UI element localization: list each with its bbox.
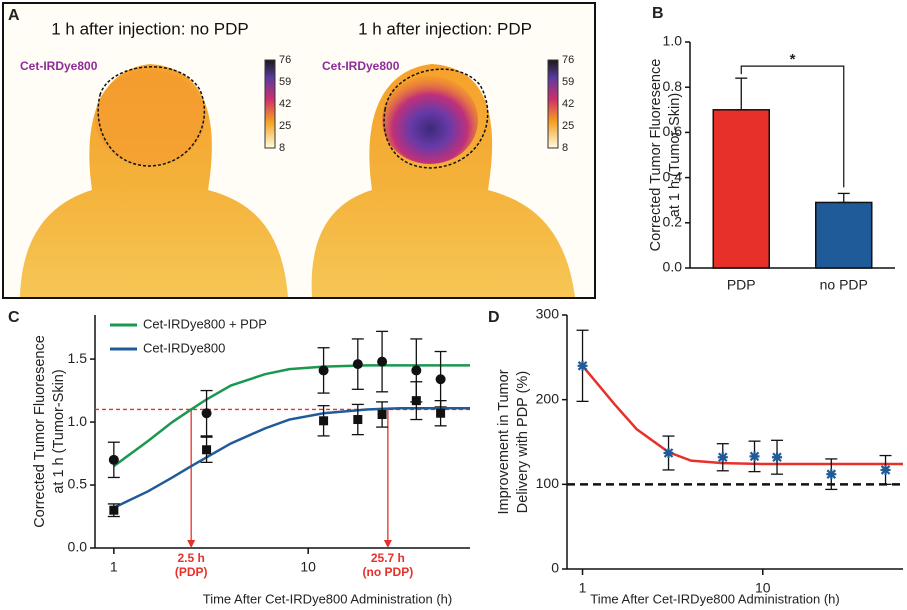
x-tick-label: 10 [755,580,771,596]
point [411,365,422,376]
point [352,359,363,370]
significance-bracket [740,65,845,188]
colorbar-tick-label: 42 [562,98,574,110]
colorbar-tick-label: 59 [279,76,291,88]
y-axis-label: at 1 h (Tumor-Skin) [667,93,683,217]
significance-label: * [790,51,796,68]
point [880,464,891,475]
point [318,365,329,376]
point [435,374,446,385]
arrow-head [383,540,392,548]
colorbar-tick-label: 8 [279,142,285,154]
y-tick-label: 300 [536,306,560,322]
colorbar-tick-label: 76 [562,54,574,66]
image-title: 1 h after injection: PDP [358,19,532,38]
panel-label: C [8,309,20,326]
bar [815,201,873,269]
point [353,415,363,425]
y-tick-label: 0.0 [68,539,88,555]
x-tick-label: PDP [727,277,756,293]
y-tick-label: 1.0 [68,413,88,429]
annotation-label: 25.7 h [371,551,405,565]
point [436,408,446,418]
annotation-label: (PDP) [175,565,208,579]
y-tick-label: 0.2 [663,214,683,230]
y-axis-label: Delivery with PDP (%) [515,371,531,513]
point [749,451,760,462]
point [108,454,119,465]
panel-label: A [8,7,20,24]
x-tick-label: no PDP [820,277,868,293]
colorbar-tick-label: 59 [562,76,574,88]
error-bar [837,192,850,204]
probe-label: Cet-IRDye800 [322,59,400,73]
fit-line [113,406,470,509]
point [663,448,674,459]
x-tick-label: 10 [300,559,316,575]
colorbar-tick-label: 25 [562,120,574,132]
panel-label: D [488,309,500,326]
y-tick-label: 0.4 [663,168,683,184]
legend-label: Cet-IRDye800 [143,340,225,355]
fit-line [113,364,470,468]
x-axis-label: Time After Cet-IRDye800 Administration (… [203,591,453,606]
colorbar [264,59,276,149]
point [201,408,212,419]
y-tick-label: 1.0 [663,33,683,49]
y-tick-label: 0 [551,560,559,576]
point [319,416,329,426]
annotation-label: 2.5 h [177,551,204,565]
point [577,360,588,371]
y-tick-label: 1.5 [68,350,88,366]
y-axis-label: at 1 h (Tumor-Skin) [51,369,67,493]
y-tick-label: 100 [536,475,560,491]
image-title: 1 h after injection: no PDP [51,19,249,38]
y-axis-label: Corrected Tumor Fluoresence [648,59,664,252]
colorbar-tick-label: 25 [279,120,291,132]
x-tick-label: 1 [110,559,118,575]
colorbar-tick-label: 8 [562,142,568,154]
colorbar-tick-label: 42 [279,98,291,110]
error-bar [735,77,748,111]
y-tick-label: 0.0 [663,259,683,275]
point [202,445,212,455]
point [717,452,728,463]
legend-label: Cet-IRDye800 + PDP [143,316,267,331]
bar [712,109,770,269]
probe-label: Cet-IRDye800 [20,59,98,73]
point [109,505,119,515]
colorbar [547,59,559,149]
point [377,409,387,419]
y-tick-label: 0.6 [663,123,683,139]
y-tick-label: 0.8 [663,78,683,94]
y-tick-label: 0.5 [68,476,88,492]
mouse-right [311,64,575,297]
y-axis-label: Improvement in Tumor [496,369,512,514]
point [826,469,837,480]
colorbar-tick-label: 76 [279,54,291,66]
y-tick-label: 200 [536,390,560,406]
x-tick-label: 1 [579,580,587,596]
annotation-label: (no PDP) [363,565,414,579]
mouse-left [20,64,288,297]
x-axis-label: Time After Cet-IRDye800 Administration (… [590,591,840,606]
point [377,356,388,367]
y-axis-label: Corrected Tumor Fluoresence [32,335,48,528]
point [411,396,421,406]
arrow-head [187,540,196,548]
panel-label: B [652,5,664,22]
point [772,452,783,463]
fit-line [581,364,903,466]
